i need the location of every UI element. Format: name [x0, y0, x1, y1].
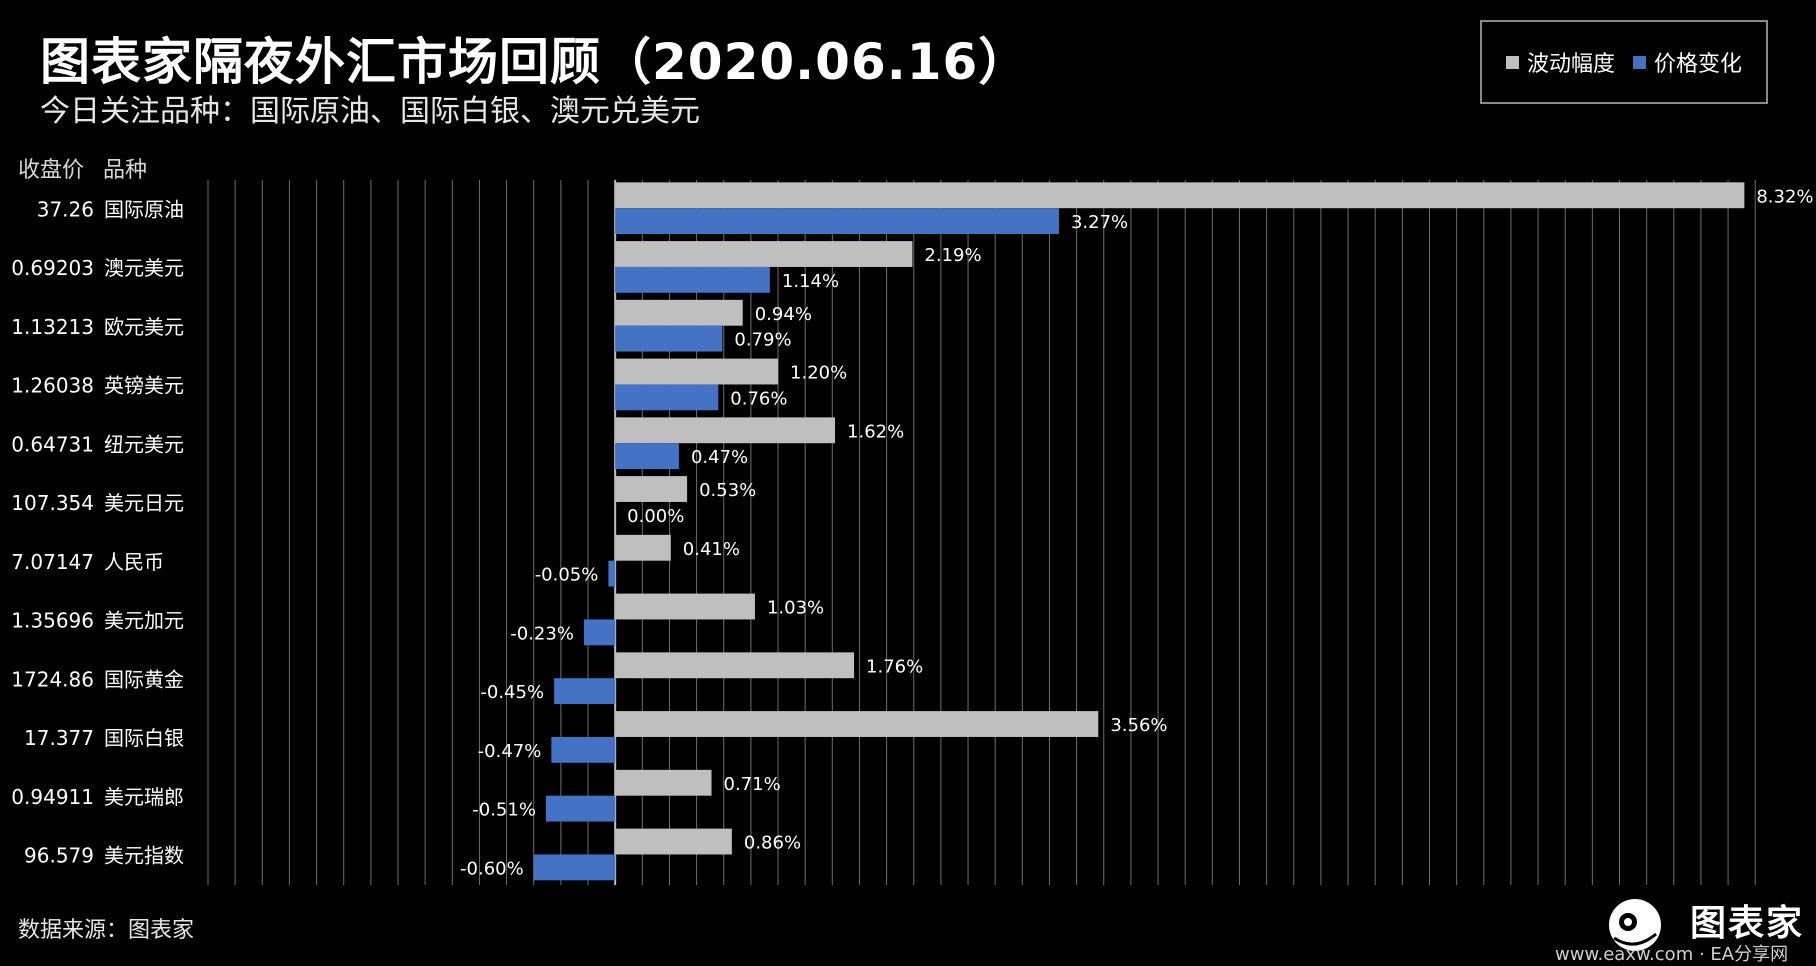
bar-volatility [615, 476, 688, 502]
closing-price-label: 96.579 [24, 844, 94, 868]
bar-change [615, 325, 723, 352]
value-label-change: -0.60% [460, 858, 524, 879]
closing-price-label: 7.07147 [11, 550, 94, 574]
column-header-name: 品种 [103, 158, 148, 183]
value-label-change: -0.51% [472, 800, 536, 821]
bar-volatility [615, 182, 1745, 209]
category-label: 国际黄金 [104, 667, 184, 691]
value-label-change: 0.76% [730, 388, 787, 409]
bar-volatility [615, 534, 671, 561]
value-label-change: 3.27% [1071, 212, 1128, 233]
watermark: www.eaxw.com · EA分享网 [1555, 944, 1789, 965]
bar-change [615, 208, 1059, 235]
closing-price-label: 1724.86 [11, 667, 94, 691]
column-header-price: 收盘价 [18, 158, 85, 183]
category-label: 美元加元 [104, 609, 184, 633]
legend-label-volatility: 波动幅度 [1526, 52, 1615, 77]
value-label-volatility: 1.03% [767, 598, 824, 619]
closing-price-label: 1.26038 [11, 374, 94, 398]
legend-item-change: 价格变化 [1633, 46, 1742, 78]
legend-swatch-volatility [1505, 55, 1519, 69]
bar-volatility [615, 299, 743, 326]
value-label-volatility: 2.19% [924, 245, 981, 266]
closing-price-label: 0.94911 [11, 785, 94, 809]
closing-price-label: 17.377 [24, 726, 94, 750]
closing-price-label: 1.35696 [11, 609, 94, 633]
closing-price-label: 0.64731 [11, 432, 94, 456]
value-label-change: 0.79% [734, 330, 791, 351]
bar-volatility [615, 241, 913, 267]
bar-volatility [615, 593, 755, 620]
bar-change [615, 266, 770, 293]
bar-change [554, 678, 616, 705]
closing-price-label: 1.13213 [11, 315, 94, 339]
value-label-change: -0.23% [510, 623, 574, 644]
value-label-change: -0.45% [480, 682, 544, 703]
category-label: 国际白银 [104, 726, 184, 750]
value-label-change: 0.47% [691, 447, 748, 468]
bar-change [615, 384, 719, 411]
closing-price-label: 0.69203 [11, 256, 94, 280]
legend: 波动幅度 价格变化 [1480, 20, 1768, 104]
bar-volatility [615, 769, 712, 796]
bar-change [533, 854, 616, 881]
value-label-volatility: 0.41% [683, 539, 740, 560]
value-label-volatility: 3.56% [1110, 715, 1167, 736]
legend-label-change: 价格变化 [1654, 52, 1743, 77]
brand-logo-icon [1609, 899, 1661, 951]
bar-volatility [615, 828, 732, 855]
category-label: 欧元美元 [104, 315, 184, 339]
closing-price-label: 107.354 [11, 491, 94, 515]
value-label-volatility: 1.76% [866, 656, 923, 677]
value-label-change: 1.14% [782, 271, 839, 292]
value-label-volatility: 1.62% [847, 421, 904, 442]
value-label-volatility: 0.86% [744, 833, 801, 854]
data-source: 数据来源：图表家 [18, 918, 195, 943]
category-label: 美元指数 [104, 844, 184, 868]
chart-title: 图表家隔夜外汇市场回顾（2020.06.16） [40, 33, 1030, 91]
legend-item-volatility: 波动幅度 [1505, 46, 1615, 78]
bar-volatility [615, 711, 1099, 737]
bar-volatility [615, 652, 855, 679]
value-label-volatility: 0.94% [755, 304, 812, 325]
value-label-change: -0.47% [478, 741, 542, 762]
category-label: 澳元美元 [104, 256, 184, 280]
value-label-volatility: 0.71% [724, 774, 781, 795]
bar-change [615, 443, 679, 470]
bar-change [545, 795, 616, 822]
bar-change [608, 560, 616, 587]
value-label-volatility: 1.20% [790, 363, 847, 384]
brand-logo-text: 图表家 [1690, 903, 1805, 944]
value-label-volatility: 0.53% [699, 480, 756, 501]
category-label: 美元日元 [104, 491, 184, 515]
category-label: 纽元美元 [104, 432, 184, 456]
bar-volatility [615, 417, 836, 444]
closing-price-label: 37.26 [37, 197, 94, 221]
value-label-change: 0.00% [627, 506, 684, 527]
category-label: 国际原油 [104, 197, 184, 221]
bar-change [583, 619, 616, 646]
category-label: 人民币 [104, 550, 164, 574]
value-label-volatility: 8.32% [1756, 186, 1813, 207]
category-label: 英镑美元 [104, 374, 184, 398]
legend-swatch-change [1633, 55, 1646, 69]
bar-volatility [615, 358, 779, 385]
chart-subtitle: 今日关注品种：国际原油、国际白银、澳元兑美元 [40, 94, 700, 129]
value-label-change: -0.05% [535, 565, 599, 586]
category-label: 美元瑞郎 [104, 785, 184, 809]
bar-change [551, 736, 616, 763]
